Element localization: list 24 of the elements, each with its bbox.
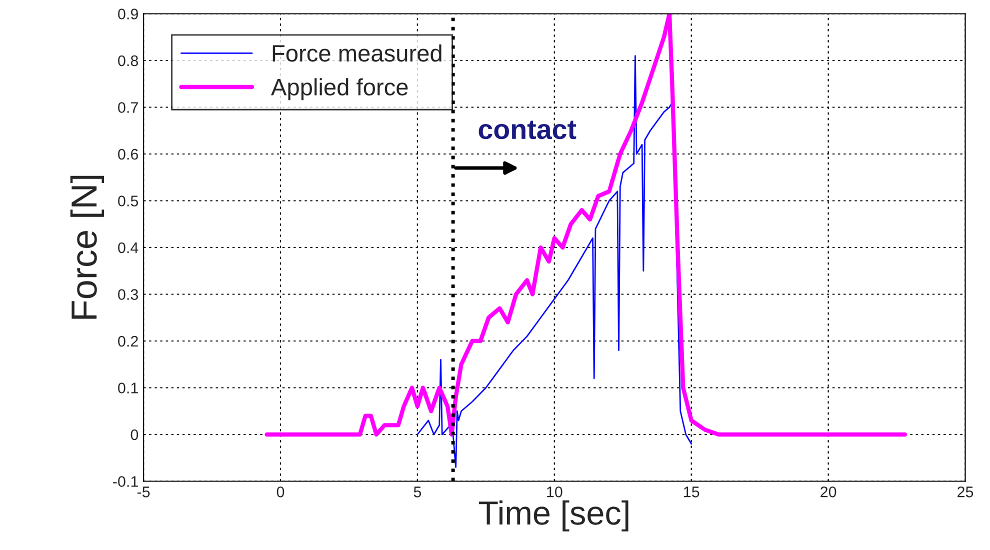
annotation: contact bbox=[478, 120, 576, 140]
x-tick-label: 25 bbox=[958, 486, 974, 498]
y-tick-label: 0.8 bbox=[118, 55, 138, 66]
legend-label: Applied force bbox=[271, 78, 408, 100]
y-axis-title: Force [N] bbox=[70, 176, 104, 319]
y-tick-label: 0.5 bbox=[118, 196, 138, 206]
y-tick-label: 0.2 bbox=[118, 336, 138, 347]
x-tick-label: 5 bbox=[414, 486, 422, 498]
y-tick-label: 0.9 bbox=[118, 8, 138, 20]
x-axis-title: Time [sec] bbox=[478, 500, 628, 532]
y-tick-label: 0.3 bbox=[118, 289, 138, 300]
line-series bbox=[264, 14, 908, 437]
y-tick-label: 0.1 bbox=[118, 382, 138, 394]
x-tick-label: 15 bbox=[684, 486, 700, 498]
y-tick-label: 0.6 bbox=[118, 148, 138, 160]
y-tick-label: 0 bbox=[130, 429, 138, 440]
x-tick-label: -5 bbox=[137, 486, 150, 498]
y-tick-label: -0.1 bbox=[113, 476, 138, 487]
y-tick-label: 0.4 bbox=[118, 242, 138, 254]
legend-label: Force measured bbox=[272, 44, 442, 62]
x-tick-label: 0 bbox=[276, 486, 284, 498]
x-tick-label: 20 bbox=[820, 486, 836, 498]
x-tick-label: 10 bbox=[547, 486, 562, 498]
y-tick-label: 0.7 bbox=[118, 102, 138, 113]
